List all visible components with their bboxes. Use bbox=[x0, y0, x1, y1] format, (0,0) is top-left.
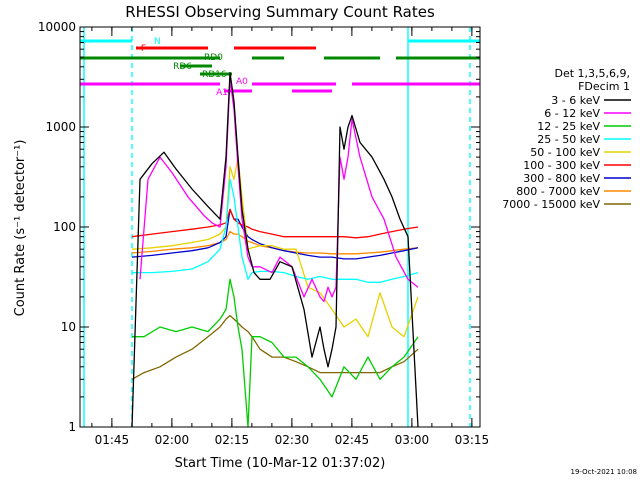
x-axis-label: Start Time (10-Mar-12 01:37:02) bbox=[175, 456, 386, 471]
x-tick-label-1: 01:45 bbox=[95, 433, 130, 447]
state-label-rd16: RD16 bbox=[202, 70, 227, 80]
y-tick-label-3: 100 bbox=[53, 220, 76, 234]
x-tick-label-7: 03:15 bbox=[455, 433, 490, 447]
y-tick-label-4: 1000 bbox=[45, 120, 76, 134]
chart-title: RHESSI Observing Summary Count Rates bbox=[125, 3, 435, 21]
legend-label-6: 100 - 300 keV bbox=[523, 159, 600, 172]
y-tick-label-2: 10 bbox=[61, 320, 76, 334]
state-label-a0: A0 bbox=[236, 77, 248, 87]
y-tick-label-1: 1 bbox=[68, 420, 76, 434]
legend-label-8: 800 - 7000 keV bbox=[516, 185, 600, 198]
legend-header-line-1: Det 1,3,5,6,9, bbox=[554, 67, 630, 80]
series-line-2 bbox=[139, 78, 419, 303]
axes: 1 10 100 1000 10000 01:45 02:00 02:15 02:30 02:45… bbox=[38, 20, 489, 447]
timestamp: 19-Oct-2021 10:08 bbox=[571, 468, 637, 476]
state-label-rd6: RD6 bbox=[173, 62, 192, 72]
series-line-5 bbox=[131, 156, 419, 338]
legend-label-3: 12 - 25 keV bbox=[537, 120, 600, 133]
series-line-6 bbox=[131, 208, 419, 239]
x-tick-label-2: 02:00 bbox=[155, 433, 190, 447]
series-line-7 bbox=[131, 208, 419, 260]
series-line-3 bbox=[132, 278, 419, 428]
state-label-n: N bbox=[154, 37, 161, 47]
x-tick-label-4: 02:30 bbox=[275, 433, 310, 447]
legend-label-4: 25 - 50 keV bbox=[537, 133, 600, 146]
x-tick-label-5: 02:45 bbox=[335, 433, 370, 447]
legend-label-1: 3 - 6 keV bbox=[551, 94, 600, 107]
state-label-a1: A1 bbox=[216, 88, 228, 98]
state-label-f: F bbox=[141, 44, 146, 54]
plot-area: NF RD0 RD6 RD16 A1 A0 bbox=[80, 27, 480, 428]
state-label-rd0: RD0 bbox=[204, 53, 223, 63]
y-tick-label-5: 10000 bbox=[38, 20, 76, 34]
legend-label-5: 50 - 100 keV bbox=[530, 146, 600, 159]
legend-header-line-2: FDecim 1 bbox=[578, 80, 630, 93]
axes-frame bbox=[79, 26, 481, 428]
series-line-1 bbox=[131, 71, 419, 428]
legend-label-9: 7000 - 15000 keV bbox=[502, 198, 600, 211]
legend-label-2: 6 - 12 keV bbox=[544, 107, 600, 120]
x-tick-label-6: 03:00 bbox=[395, 433, 430, 447]
x-tick-label-3: 02:15 bbox=[215, 433, 250, 447]
y-axis-label: Count Rate (s⁻¹ detector⁻¹) bbox=[13, 140, 28, 317]
series-line-9 bbox=[131, 314, 419, 380]
legend-label-7: 300 - 800 keV bbox=[523, 172, 600, 185]
series-line-4 bbox=[132, 178, 419, 283]
